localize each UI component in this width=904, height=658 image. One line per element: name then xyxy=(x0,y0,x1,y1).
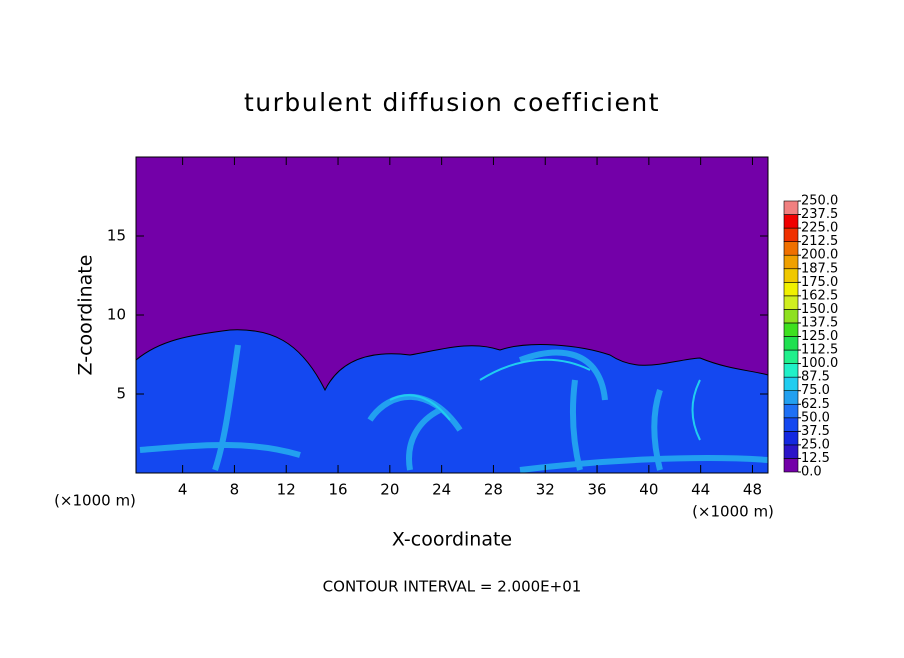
x-tick-label: 4 xyxy=(178,481,188,499)
colorbar-box xyxy=(783,295,799,310)
colorbar-box xyxy=(783,268,799,283)
colorbar-box xyxy=(783,403,799,419)
y-tick-label: 5 xyxy=(116,385,126,403)
x-tick-label: 28 xyxy=(484,481,503,499)
colorbar-label: 162.5 xyxy=(801,288,838,303)
x-tick-label: 48 xyxy=(743,481,762,499)
colorbar-box xyxy=(783,227,799,242)
x-tick-label: 8 xyxy=(230,481,240,499)
y-tick-label: 15 xyxy=(107,227,126,245)
colorbar-label: 37.5 xyxy=(801,424,830,439)
x-tick-label: 16 xyxy=(328,481,347,499)
colorbar-label: 87.5 xyxy=(801,370,830,385)
x-tick-label: 12 xyxy=(277,481,296,499)
colorbar-box xyxy=(783,336,799,351)
colorbar-box xyxy=(783,390,799,405)
field-layer xyxy=(135,329,769,474)
colorbar-label: 250.0 xyxy=(801,194,838,209)
colorbar-label: 100.0 xyxy=(801,356,838,371)
y-tick-label: 10 xyxy=(107,306,126,324)
colorbar-box xyxy=(783,254,799,270)
colorbar-box xyxy=(783,309,799,324)
colorbar-label: 125.0 xyxy=(801,329,838,344)
colorbar-box xyxy=(783,200,799,215)
footer-note: CONTOUR INTERVAL = 2.000E+01 xyxy=(323,578,582,596)
chart-title: turbulent diffusion coefficient xyxy=(244,88,660,117)
colorbar-box xyxy=(783,214,799,229)
x-tick-label: 36 xyxy=(588,481,607,499)
colorbar-box xyxy=(783,444,799,459)
x-tick-label: 24 xyxy=(432,481,451,499)
colorbar-label: 50.0 xyxy=(801,410,830,425)
colorbar-label: 62.5 xyxy=(801,397,830,412)
colorbar-box xyxy=(783,363,799,378)
colorbar-label: 237.5 xyxy=(801,207,838,222)
colorbar-label: 0.0 xyxy=(801,465,822,480)
colorbar-label: 112.5 xyxy=(801,343,838,358)
x-unit: (×1000 m) xyxy=(692,503,774,521)
colorbar-label: 212.5 xyxy=(801,234,838,249)
colorbar-box xyxy=(783,281,799,297)
colorbar-label: 187.5 xyxy=(801,261,838,276)
colorbar-box xyxy=(783,376,799,391)
colorbar-box xyxy=(783,417,799,432)
colorbar-label: 75.0 xyxy=(801,383,830,398)
field-layer xyxy=(139,344,769,473)
colorbar-label: 200.0 xyxy=(801,248,838,263)
y-unit: (×1000 m) xyxy=(54,492,136,510)
colorbar-box xyxy=(783,458,799,473)
x-tick-label: 20 xyxy=(380,481,399,499)
colorbar-box xyxy=(783,349,799,364)
x-tick-label: 32 xyxy=(536,481,555,499)
x-tick-label: 44 xyxy=(691,481,710,499)
colorbar-label: 25.0 xyxy=(801,437,830,452)
colorbar-box xyxy=(783,322,799,337)
y-axis-label: Z-coordinate xyxy=(75,255,97,376)
colorbar-label: 12.5 xyxy=(801,451,830,466)
colorbar-box xyxy=(783,431,799,446)
colorbar-label: 150.0 xyxy=(801,302,838,317)
field-layer xyxy=(389,358,701,441)
colorbar-box xyxy=(783,241,799,256)
field xyxy=(135,156,769,474)
x-tick-label: 40 xyxy=(639,481,658,499)
colorbar-label: 225.0 xyxy=(801,221,838,236)
colorbar-label: 175.0 xyxy=(801,275,838,290)
x-axis-label: X-coordinate xyxy=(392,529,512,551)
colorbar-label: 137.5 xyxy=(801,315,838,330)
